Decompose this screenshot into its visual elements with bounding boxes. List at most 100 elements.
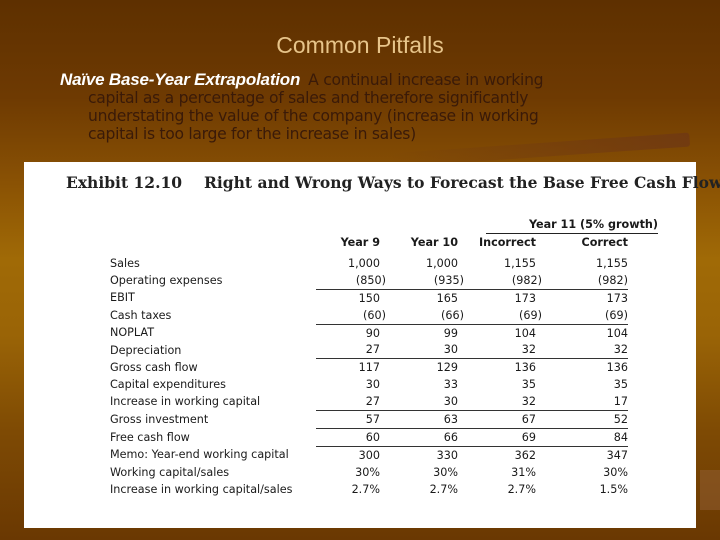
- cell-value: (935): [433, 273, 464, 287]
- cell-value: (69): [605, 308, 628, 322]
- cell-value: 1,155: [595, 256, 628, 270]
- cell-value: 90: [316, 323, 394, 342]
- row-label: NOPLAT: [110, 326, 155, 340]
- intro-line-4: capital is too large for the increase in…: [88, 125, 416, 143]
- cell-value: (982): [511, 273, 542, 287]
- row-label: Depreciation: [110, 343, 182, 357]
- cell-value: 30%: [603, 465, 628, 479]
- cell-value: 52: [550, 410, 628, 429]
- cell-value: 30: [443, 343, 458, 357]
- cell-value: 32: [613, 343, 628, 357]
- table-row: Increase in working capital 27 30 32 17: [110, 393, 628, 410]
- row-label: Operating expenses: [110, 274, 223, 288]
- cell-value: 66: [394, 427, 472, 447]
- table-row: Operating expenses (850) (935) (982) (982): [110, 272, 628, 289]
- cell-value: 60: [316, 427, 394, 447]
- table-row: Gross cash flow 117 129 136 136: [110, 358, 628, 377]
- col-header: Correct: [581, 235, 629, 249]
- cell-value: 129: [394, 358, 472, 377]
- cell-value: 35: [521, 378, 536, 392]
- row-label: Sales: [110, 256, 140, 270]
- table-row: Cash taxes (60) (66) (69) (69): [110, 307, 628, 324]
- cell-value: 347: [550, 445, 628, 464]
- cell-value: 2.7%: [429, 482, 458, 496]
- table-row: Memo: Year-end working capital 300 330 362 3…: [110, 445, 628, 464]
- cell-value: 330: [394, 445, 472, 464]
- cell-value: (66): [441, 308, 464, 322]
- table-row: Depreciation 27 30 32 32: [110, 341, 628, 358]
- intro-line-3: understating the value of the company (i…: [88, 107, 539, 125]
- cell-value: 35: [613, 378, 628, 392]
- table-row: Increase in working capital/sales 2.7% 2.7…: [110, 481, 628, 498]
- row-label: Increase in working capital: [110, 395, 261, 409]
- exhibit-number: Exhibit 12.10: [66, 173, 183, 192]
- fcf-table: Year 9 Year 10 Incorrect Correct Sales 1,…: [110, 235, 628, 497]
- table-row: NOPLAT 90 99 104 104: [110, 323, 628, 342]
- cell-value: 27: [365, 395, 380, 409]
- slide-title: Common Pitfalls: [276, 32, 444, 58]
- cell-value: (982): [597, 273, 628, 287]
- cell-value: 33: [443, 378, 458, 392]
- cell-value: 84: [550, 427, 628, 447]
- cell-value: 117: [316, 358, 394, 377]
- cell-value: 1,000: [347, 256, 380, 270]
- cell-value: 300: [316, 445, 394, 464]
- cell-value: 63: [394, 410, 472, 429]
- table-row: Capital expenditures 30 33 35 35: [110, 376, 628, 393]
- row-label: Working capital/sales: [110, 465, 230, 479]
- row-label: Capital expenditures: [110, 378, 226, 392]
- exhibit-image: Exhibit 12.10 Right and Wrong Ways to For…: [24, 162, 720, 528]
- row-label: EBIT: [110, 291, 135, 305]
- table-row: Gross investment 57 63 67 52: [110, 410, 628, 429]
- cell-value: 1.5%: [599, 482, 628, 496]
- cell-value: 17: [613, 395, 628, 409]
- cell-value: 362: [472, 445, 550, 464]
- cell-value: 1,000: [425, 256, 458, 270]
- row-label: Increase in working capital/sales: [110, 482, 293, 496]
- cell-value: 27: [365, 343, 380, 357]
- cell-value: 30%: [433, 465, 458, 479]
- col-header: Year 10: [410, 235, 458, 249]
- col-header: Incorrect: [478, 235, 536, 249]
- table-row: Sales 1,000 1,000 1,155 1,155: [110, 255, 628, 272]
- cell-value: (69): [519, 308, 542, 322]
- cell-value: 2.7%: [351, 482, 380, 496]
- decorative-plank-lower: [700, 470, 720, 510]
- cell-value: 32: [521, 395, 536, 409]
- cell-value: 30: [365, 378, 380, 392]
- cell-value: 1,155: [503, 256, 536, 270]
- table-header-row: Year 9 Year 10 Incorrect Correct: [110, 235, 628, 255]
- table-row: EBIT 150 165 173 173: [110, 288, 628, 307]
- intro-line-2: capital as a percentage of sales and the…: [88, 89, 529, 107]
- cell-value: 32: [521, 343, 536, 357]
- cell-value: (60): [363, 308, 386, 322]
- header-label: [110, 235, 316, 255]
- cell-value: 31%: [511, 465, 536, 479]
- intro-line-1: A continual increase in working: [308, 71, 544, 89]
- col-header: Year 9: [340, 235, 380, 249]
- intro-lead: Naïve Base-Year Extrapolation: [60, 70, 301, 89]
- cell-value: 99: [394, 323, 472, 342]
- cell-value: (850): [355, 273, 386, 287]
- row-label: Gross investment: [110, 412, 209, 426]
- cell-value: 173: [550, 288, 628, 307]
- intro-paragraph: Naïve Base-Year Extrapolation A continual…: [60, 70, 680, 144]
- table-row: Free cash flow 60 66 69 84: [110, 427, 628, 447]
- cell-value: 57: [316, 410, 394, 429]
- exhibit-caption: Right and Wrong Ways to Forecast the Bas…: [204, 173, 720, 192]
- cell-value: 67: [472, 410, 550, 429]
- year11-group-header: Year 11 (5% growth): [486, 218, 658, 234]
- cell-value: 30%: [355, 465, 380, 479]
- table-row: Working capital/sales 30% 30% 31% 30%: [110, 464, 628, 481]
- cell-value: 2.7%: [507, 482, 536, 496]
- cell-value: 150: [316, 288, 394, 307]
- row-label: Gross cash flow: [110, 361, 198, 375]
- cell-value: 30: [443, 395, 458, 409]
- exhibit-title: Exhibit 12.10 Right and Wrong Ways to For…: [66, 173, 720, 192]
- cell-value: 165: [394, 288, 472, 307]
- row-label: Cash taxes: [110, 308, 172, 322]
- cell-value: 136: [472, 358, 550, 377]
- row-label: Free cash flow: [110, 430, 190, 444]
- cell-value: 136: [550, 358, 628, 377]
- row-label: Memo: Year-end working capital: [110, 448, 289, 462]
